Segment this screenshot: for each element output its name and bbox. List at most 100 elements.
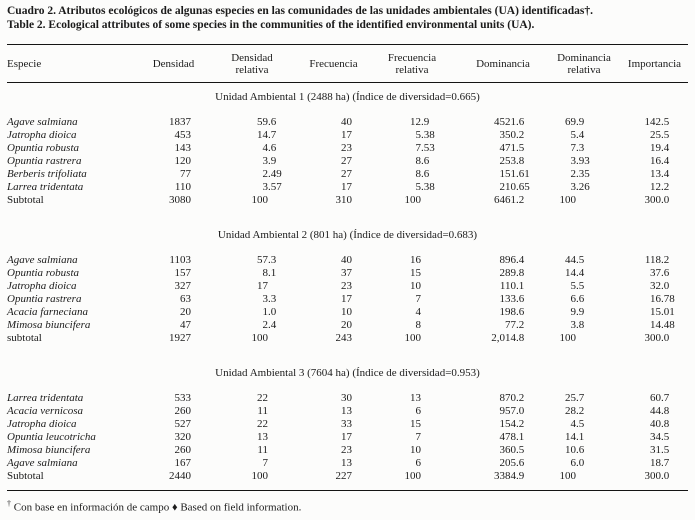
section-title-row: Unidad Ambiental 1 (2488 ha) (Índice de … [7,83,688,117]
table-row: Subtotal 3080 100 310 100 6461.2 100 300.0 [7,194,688,207]
value-cell: 4 [415,306,422,318]
table-row: Opuntia leucotricha 320 13 17 7 478.1 14.1 34.5 [7,431,688,444]
value-cell: 23 [341,280,352,292]
value-cell: 6.0 [570,457,585,469]
value-cell: 60.7 [650,392,670,404]
value-cell: 3.9 [262,155,277,167]
value-cell: 100 [404,470,422,482]
value-cell: 13 [257,431,268,443]
value-cell: 167 [174,457,192,469]
table-body: Unidad Ambiental 1 (2488 ha) (Índice de … [7,83,688,491]
value-cell: 110.1 [499,280,525,292]
value-cell: 198.6 [499,306,525,318]
value-cell: 8 [415,319,422,331]
value-cell: 260 [174,405,192,417]
species-cell: Opuntia robusta [7,267,80,279]
species-cell: Opuntia rastrera [7,293,82,305]
value-cell: 17 [341,293,352,305]
table-row: Opuntia rastrera 63 3.3 17 7 133.6 6.6 16.78 [7,293,688,306]
attributes-table: Especie Densidad Densidad relativa Frecu… [7,44,688,491]
value-cell: 533 [174,392,192,404]
value-cell: 100 [251,194,269,206]
value-cell: 32.0 [650,280,670,292]
table-row: Opuntia robusta 143 4.6 23 7.53 471.5 7.3 19.4 [7,142,688,155]
value-cell: 3.26 [570,181,590,193]
section-title-row: Unidad Ambiental 2 (801 ha) (Índice de d… [7,207,688,254]
value-cell: 27 [341,168,352,180]
species-cell: subtotal [7,332,42,344]
value-cell: 33 [341,418,352,430]
table-row: Acacia vernicosa 260 11 13 6 957.0 28.2 44.8 [7,405,688,418]
value-cell: 77 [180,168,191,180]
species-cell: Acacia vernicosa [7,405,84,417]
col-header-dominancia: Dominancia [459,44,547,83]
value-cell: 7.3 [570,142,585,154]
species-cell: Subtotal [7,470,44,482]
value-cell: 870.2 [499,392,525,404]
value-cell: 100 [251,470,269,482]
value-cell: 59.6 [257,116,277,128]
value-cell: 7 [415,431,422,443]
value-cell: 100 [559,332,577,344]
col-header-especie: Especie [7,44,145,83]
value-cell: 4521.6 [494,116,525,128]
value-cell: 527 [174,418,192,430]
value-cell: 2,014.8 [491,332,525,344]
value-cell: 13 [341,405,352,417]
col-header-densidad-relativa: Densidad relativa [202,44,302,83]
value-cell: 31.5 [650,444,670,456]
value-cell: 7 [415,293,422,305]
value-cell: 6461.2 [494,194,525,206]
value-cell: 44.5 [565,254,585,266]
value-cell: 7.53 [415,142,435,154]
value-cell: 11 [257,444,268,456]
table-row: Larrea tridentata 110 3.57 17 5.38 210.65 3.26… [7,181,688,194]
species-cell: Subtotal [7,194,44,206]
value-cell: 151.61 [499,168,530,180]
table-caption: Cuadro 2. Atributos ecológicos de alguna… [7,5,688,32]
value-cell: 350.2 [499,129,525,141]
table-row: Subtotal 2440 100 227 100 3384.9 100 300.0 [7,470,688,491]
value-cell: 22 [257,392,268,404]
value-cell: 18.7 [650,457,670,469]
species-cell: Jatropha dioica [7,280,77,292]
value-cell: 4.5 [570,418,585,430]
species-cell: Larrea tridentata [7,181,84,193]
value-cell: 10.6 [565,444,585,456]
species-cell: Mimosa biuncifera [7,319,91,331]
table-row: Opuntia rastrera 120 3.9 27 8.6 253.8 3.93 16.4 [7,155,688,168]
table-row: Agave salmiana 167 7 13 6 205.6 6.0 18.7 [7,457,688,470]
value-cell: 1.0 [262,306,277,318]
value-cell: 5.38 [415,181,435,193]
value-cell: 2440 [169,470,191,482]
species-cell: Opuntia rastrera [7,155,82,167]
value-cell: 6 [415,457,422,469]
value-cell: 120 [174,155,192,167]
value-cell: 40 [341,116,352,128]
species-cell: Larrea tridentata [7,392,84,404]
value-cell: 253.8 [499,155,525,167]
value-cell: 19.4 [650,142,670,154]
species-cell: Opuntia robusta [7,142,80,154]
table-row: Jatropha dioica 327 17 23 10 110.1 5.5 32.0 [7,280,688,293]
value-cell: 15 [410,418,421,430]
table-row: Jatropha dioica 527 22 33 15 154.2 4.5 40.8 [7,418,688,431]
value-cell: 327 [174,280,192,292]
value-cell: 243 [335,332,353,344]
value-cell: 10 [410,444,421,456]
value-cell: 2.35 [570,168,590,180]
table-row: Mimosa biuncifera 260 11 23 10 360.5 10.6 31.5 [7,444,688,457]
table-row: Agave salmiana 1103 57.3 40 16 896.4 44.5 118.2 [7,254,688,267]
value-cell: 3.57 [262,181,282,193]
value-cell: 957.0 [499,405,525,417]
table-row: Jatropha dioica 453 14.7 17 5.38 350.2 5.4 25.5 [7,129,688,142]
value-cell: 100 [559,470,577,482]
value-cell: 47 [180,319,191,331]
header-row: Especie Densidad Densidad relativa Frecu… [7,44,688,83]
value-cell: 28.2 [565,405,585,417]
value-cell: 6.6 [570,293,585,305]
value-cell: 25.5 [650,129,670,141]
value-cell: 154.2 [499,418,525,430]
value-cell: 8.1 [262,267,277,279]
value-cell: 133.6 [499,293,525,305]
